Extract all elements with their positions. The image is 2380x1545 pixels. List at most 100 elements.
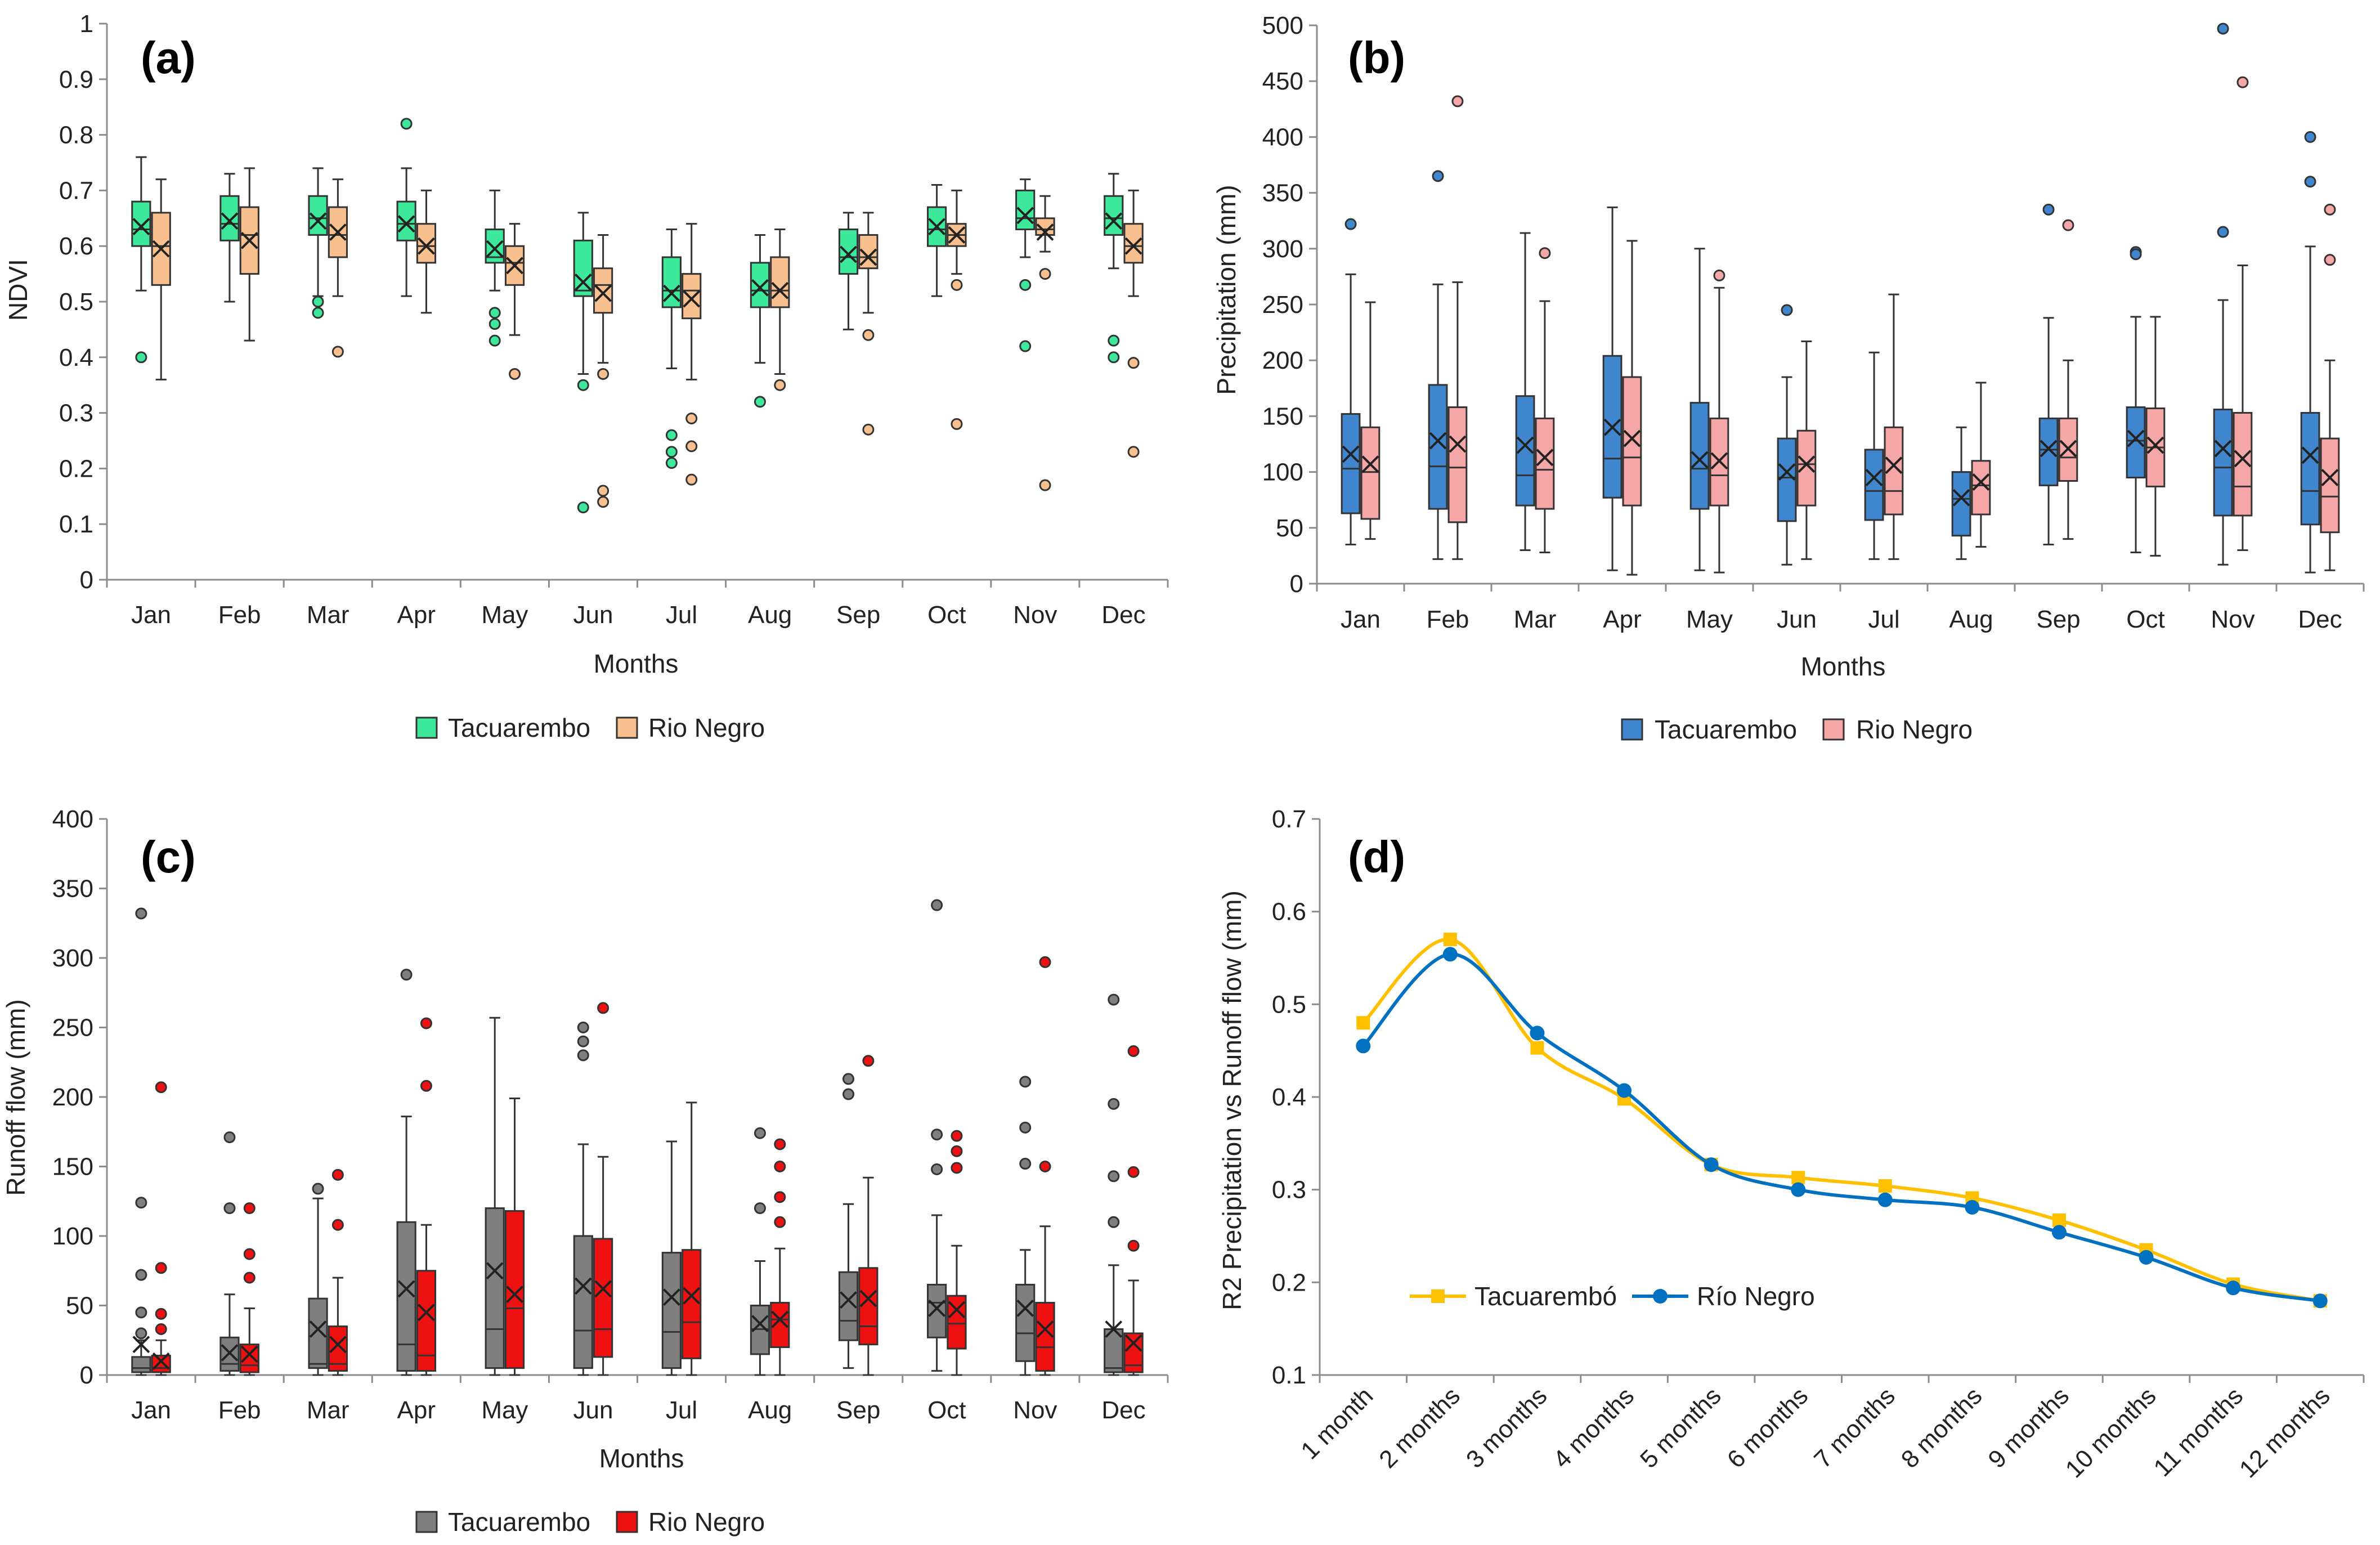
data-point: [1530, 1041, 1544, 1055]
x-tick-label-nov: Nov: [1013, 601, 1057, 629]
outlier-point: [1019, 1121, 1032, 1134]
data-point: [1530, 1025, 1545, 1041]
legend-swatch-tacuarembo: [415, 1511, 438, 1533]
data-point: [2052, 1213, 2066, 1228]
outlier-point: [2324, 203, 2336, 216]
y-tick-label: 0.4: [1272, 1083, 1306, 1111]
outlier-point: [1432, 170, 1444, 182]
box-body: [2213, 408, 2233, 517]
box-rio-negro-apr: [416, 1017, 437, 1376]
mean-marker-stroke-b: [1342, 445, 1360, 463]
box-body: [396, 200, 416, 241]
mean-marker-stroke-b: [240, 1345, 258, 1363]
box-body: [682, 273, 702, 320]
outlier-point: [774, 379, 786, 391]
outlier-point: [754, 1127, 766, 1139]
x-tick-label-6-months: 6 months: [1722, 1382, 1814, 1474]
mean-marker-stroke-b: [771, 281, 789, 299]
legend-label-rio-negro: Río Negro: [1697, 1282, 1815, 1311]
legend-label-tacuarembo: Tacuarembo: [448, 713, 590, 742]
box-body: [1777, 437, 1797, 522]
x-tick-label-apr: Apr: [1603, 606, 1641, 633]
x-tick-label-jun: Jun: [1777, 606, 1817, 633]
x-tick-label-jul: Jul: [666, 1396, 697, 1424]
x-tick-label-sep: Sep: [836, 1396, 880, 1424]
box-tacuarembo-sep: [838, 1073, 859, 1369]
x-tick-label-7-months: 7 months: [1809, 1382, 1901, 1474]
y-tick-label: 400: [52, 805, 93, 833]
x-tick-label-9-months: 9 months: [1983, 1382, 2074, 1474]
x-tick-label-jan: Jan: [131, 601, 171, 629]
y-tick-label: 300: [1262, 235, 1303, 263]
box-rio-negro-jan: [1360, 301, 1381, 540]
box-rio-negro-feb: [239, 167, 259, 342]
box-tacuarembo-oct: [927, 184, 947, 297]
outlier-point: [842, 1073, 855, 1085]
box-rio-negro-mar: [1535, 247, 1555, 553]
box-rio-negro-aug: [770, 229, 790, 391]
outlier-point: [665, 446, 678, 458]
mean-marker-stroke-b: [1429, 432, 1447, 450]
mean-marker-stroke-b: [1124, 237, 1142, 255]
box-tacuarembo-jan: [131, 156, 151, 364]
box-tacuarembo-dec: [1104, 993, 1124, 1376]
outlier-point: [420, 1080, 432, 1092]
mean-marker-stroke-b: [132, 218, 150, 236]
box-body: [2320, 437, 2340, 534]
x-tick-label-11-months: 11 months: [2149, 1382, 2249, 1482]
y-tick-label: 0: [80, 566, 93, 594]
x-tick-label-dec: Dec: [1101, 1396, 1145, 1424]
mean-marker-stroke-b: [2059, 440, 2077, 458]
outlier-point: [400, 969, 413, 981]
chart-c-legend: Tacuarembo Rio Negro: [415, 1507, 765, 1537]
x-tick-label-aug: Aug: [1949, 606, 1993, 633]
mean-marker-stroke-b: [152, 1352, 170, 1370]
box-body: [1035, 1302, 1055, 1372]
mean-marker-stroke-b: [1885, 456, 1903, 474]
box-body: [593, 1238, 613, 1358]
outlier-point: [331, 346, 344, 358]
box-rio-negro-dec: [1123, 1045, 1144, 1376]
mean-marker-stroke-b: [2127, 429, 2145, 447]
outlier-point: [597, 368, 609, 380]
outlier-point: [931, 899, 943, 911]
mean-marker-stroke-b: [1972, 473, 1990, 491]
outlier-point: [842, 1088, 855, 1100]
mean-marker-stroke-b: [751, 1315, 769, 1333]
box-rio-negro-feb: [239, 1202, 259, 1376]
outlier-point: [1019, 340, 1032, 352]
outlier-point: [1019, 1158, 1032, 1170]
box-body: [573, 1235, 593, 1369]
mean-marker-stroke-b: [2301, 446, 2319, 464]
outlier-point: [1539, 247, 1551, 259]
outlier-point: [488, 307, 501, 319]
mean-marker-stroke-b: [574, 1277, 592, 1295]
outlier-point: [1108, 993, 1120, 1006]
mean-marker-stroke-b: [1603, 418, 1621, 436]
box-rio-negro-aug: [770, 1138, 790, 1376]
legend-swatch-tacuarembo: [1621, 718, 1643, 741]
y-tick-label: 200: [52, 1083, 93, 1111]
mean-marker-stroke-b: [1016, 1300, 1034, 1317]
outlier-point: [1127, 1045, 1140, 1057]
outlier-point: [312, 295, 324, 308]
y-tick-label: 50: [66, 1292, 93, 1320]
outlier-point: [1108, 351, 1120, 364]
mean-marker-stroke-b: [928, 1300, 946, 1317]
outlier-point: [223, 1131, 236, 1144]
outlier-point: [420, 1017, 432, 1029]
chart-c: Runoff flow (mm) Months (c) 0 50 100 150 200…: [1, 805, 1169, 1537]
mean-marker-stroke-b: [751, 279, 769, 297]
chart-b-plot: 0 50 100 150 200 250 300 350 400 450 500 Jan Feb Mar A…: [1262, 12, 2365, 633]
outlier-point: [135, 351, 147, 364]
data-point: [1965, 1199, 1980, 1215]
outlier-point: [754, 396, 766, 408]
box-body: [1123, 1332, 1144, 1373]
y-tick-label: 0.6: [1272, 898, 1306, 926]
outlier-point: [331, 1219, 344, 1231]
chart-c-plot: 0 50 100 150 200 250 300 350 400 Jan Feb Mar Apr May J…: [52, 805, 1169, 1424]
x-tick-label-sep: Sep: [836, 601, 880, 629]
x-tick-label-jul: Jul: [666, 601, 697, 629]
y-tick-label: 0.7: [1272, 805, 1306, 833]
